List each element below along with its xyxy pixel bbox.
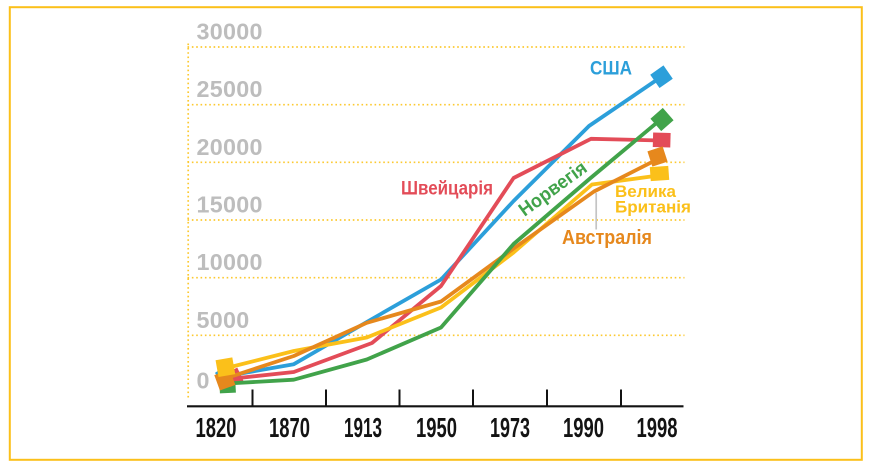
svg-text:20000: 20000 — [197, 134, 263, 160]
svg-text:30000: 30000 — [197, 19, 263, 45]
svg-text:0: 0 — [197, 368, 210, 394]
svg-text:5000: 5000 — [197, 307, 250, 333]
svg-text:25000: 25000 — [197, 76, 263, 102]
svg-text:Швейцарія: Швейцарія — [401, 179, 493, 200]
svg-text:1820: 1820 — [196, 412, 237, 443]
svg-text:Велика: Велика — [615, 183, 677, 201]
svg-text:1973: 1973 — [490, 412, 530, 443]
svg-text:10000: 10000 — [197, 249, 263, 275]
svg-text:США: США — [590, 59, 632, 80]
svg-text:1913: 1913 — [344, 412, 382, 443]
svg-text:1990: 1990 — [563, 412, 604, 443]
svg-text:1870: 1870 — [269, 412, 310, 443]
svg-text:Британія: Британія — [615, 198, 691, 216]
svg-text:1950: 1950 — [416, 412, 457, 443]
svg-text:15000: 15000 — [197, 192, 263, 218]
svg-text:1998: 1998 — [637, 412, 678, 443]
svg-text:Австралія: Австралія — [562, 227, 652, 249]
